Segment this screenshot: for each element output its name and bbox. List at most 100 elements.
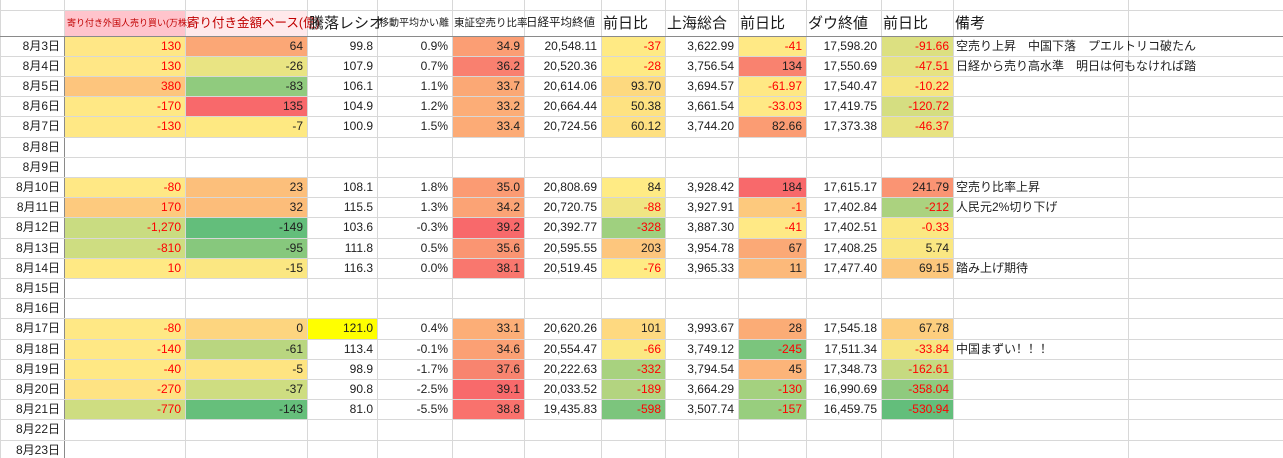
- cell-f[interactable]: [452, 277, 525, 300]
- cell-e[interactable]: 1.2%: [377, 96, 453, 118]
- empty-cell[interactable]: [881, 0, 954, 11]
- cell-i[interactable]: 3,744.20: [665, 116, 739, 138]
- cell-l[interactable]: -120.72: [881, 96, 954, 118]
- cell-e[interactable]: [377, 156, 453, 178]
- cell-h[interactable]: 84: [601, 176, 666, 199]
- cell-k[interactable]: 17,402.84: [806, 197, 882, 219]
- cell-i[interactable]: 3,664.29: [665, 378, 739, 401]
- cell-e[interactable]: 1.8%: [377, 176, 453, 199]
- cell-b[interactable]: 170: [64, 197, 186, 219]
- empty-cell[interactable]: [307, 0, 378, 11]
- cell-h[interactable]: -598: [601, 399, 666, 421]
- cell-j[interactable]: 134: [738, 55, 807, 77]
- cell-i[interactable]: 3,954.78: [665, 237, 739, 259]
- empty-cell[interactable]: [377, 0, 453, 11]
- cell-c[interactable]: -26: [185, 55, 308, 77]
- cell-l[interactable]: [881, 156, 954, 178]
- cell-d[interactable]: 115.5: [307, 197, 378, 219]
- cell-l[interactable]: -358.04: [881, 378, 954, 401]
- cell-k[interactable]: 17,550.69: [806, 55, 882, 77]
- empty-cell[interactable]: [524, 0, 602, 11]
- cell-h[interactable]: [601, 419, 666, 441]
- cell-e[interactable]: 0.5%: [377, 237, 453, 259]
- cell-g[interactable]: 20,519.45: [524, 257, 602, 279]
- cell-e[interactable]: [377, 298, 453, 320]
- cell-remark[interactable]: 日経から売り高水準 明日は何もなければ踏: [953, 55, 1196, 77]
- cell-j[interactable]: -41: [738, 217, 807, 239]
- cell-l[interactable]: -46.37: [881, 116, 954, 138]
- cell-j[interactable]: -33.03: [738, 96, 807, 118]
- cell-f[interactable]: 33.7: [452, 75, 525, 98]
- cell-d[interactable]: 121.0: [307, 318, 378, 340]
- date-cell[interactable]: 8月15日: [0, 277, 65, 300]
- cell-l[interactable]: -0.33: [881, 217, 954, 239]
- cell-k[interactable]: 17,419.75: [806, 96, 882, 118]
- cell-remark[interactable]: [953, 136, 1129, 158]
- cell-i[interactable]: 3,794.54: [665, 358, 739, 380]
- cell-e[interactable]: 0.4%: [377, 318, 453, 340]
- cell-d[interactable]: 99.8: [307, 35, 378, 57]
- cell-remark[interactable]: 踏み上げ期待: [953, 257, 1129, 279]
- cell-remark[interactable]: [953, 358, 1129, 380]
- date-cell[interactable]: 8月5日: [0, 75, 65, 98]
- empty-cell[interactable]: [1128, 197, 1283, 219]
- cell-f[interactable]: 36.2: [452, 55, 525, 77]
- cell-c[interactable]: -95: [185, 237, 308, 259]
- cell-e[interactable]: 0.9%: [377, 35, 453, 57]
- cell-j[interactable]: 45: [738, 358, 807, 380]
- cell-i[interactable]: 3,661.54: [665, 96, 739, 118]
- empty-cell[interactable]: [452, 0, 525, 11]
- cell-l[interactable]: [881, 419, 954, 441]
- cell-e[interactable]: [377, 439, 453, 458]
- date-cell[interactable]: 8月3日: [0, 35, 65, 57]
- cell-g[interactable]: [524, 298, 602, 320]
- cell-f[interactable]: 39.2: [452, 217, 525, 239]
- cell-f[interactable]: [452, 439, 525, 458]
- date-cell[interactable]: 8月9日: [0, 156, 65, 178]
- cell-g[interactable]: [524, 419, 602, 441]
- cell-d[interactable]: 116.3: [307, 257, 378, 279]
- cell-l[interactable]: 241.79: [881, 176, 954, 199]
- cell-i[interactable]: 3,507.74: [665, 399, 739, 421]
- cell-b[interactable]: [64, 136, 186, 158]
- empty-cell[interactable]: [1128, 338, 1283, 360]
- cell-c[interactable]: -7: [185, 116, 308, 138]
- cell-b[interactable]: 380: [64, 75, 186, 98]
- cell-b[interactable]: -130: [64, 116, 186, 138]
- cell-f[interactable]: 34.9: [452, 35, 525, 57]
- cell-c[interactable]: [185, 298, 308, 320]
- cell-i[interactable]: 3,993.67: [665, 318, 739, 340]
- cell-b[interactable]: -270: [64, 378, 186, 401]
- cell-c[interactable]: -143: [185, 399, 308, 421]
- cell-g[interactable]: 20,548.11: [524, 35, 602, 57]
- cell-c[interactable]: [185, 136, 308, 158]
- cell-e[interactable]: 1.5%: [377, 116, 453, 138]
- cell-b[interactable]: -80: [64, 318, 186, 340]
- empty-cell[interactable]: [1128, 156, 1283, 178]
- cell-i[interactable]: 3,965.33: [665, 257, 739, 279]
- cell-l[interactable]: 5.74: [881, 237, 954, 259]
- column-header-k[interactable]: ダウ終値: [806, 9, 882, 37]
- cell-l[interactable]: -47.51: [881, 55, 954, 77]
- empty-cell[interactable]: [1128, 399, 1283, 421]
- cell-d[interactable]: [307, 419, 378, 441]
- cell-h[interactable]: -66: [601, 338, 666, 360]
- empty-cell[interactable]: [1128, 419, 1283, 441]
- cell-k[interactable]: [806, 136, 882, 158]
- cell-k[interactable]: 17,348.73: [806, 358, 882, 380]
- cell-remark[interactable]: [953, 399, 1129, 421]
- cell-d[interactable]: [307, 439, 378, 458]
- empty-cell[interactable]: [1128, 116, 1283, 138]
- cell-k[interactable]: 17,540.47: [806, 75, 882, 98]
- cell-k[interactable]: [806, 156, 882, 178]
- cell-j[interactable]: -157: [738, 399, 807, 421]
- cell-g[interactable]: 20,614.06: [524, 75, 602, 98]
- cell-i[interactable]: 3,927.91: [665, 197, 739, 219]
- date-cell[interactable]: 8月11日: [0, 197, 65, 219]
- cell-f[interactable]: 37.6: [452, 358, 525, 380]
- cell-h[interactable]: -28: [601, 55, 666, 77]
- cell-d[interactable]: [307, 156, 378, 178]
- cell-d[interactable]: 100.9: [307, 116, 378, 138]
- cell-k[interactable]: 17,477.40: [806, 257, 882, 279]
- cell-j[interactable]: -130: [738, 378, 807, 401]
